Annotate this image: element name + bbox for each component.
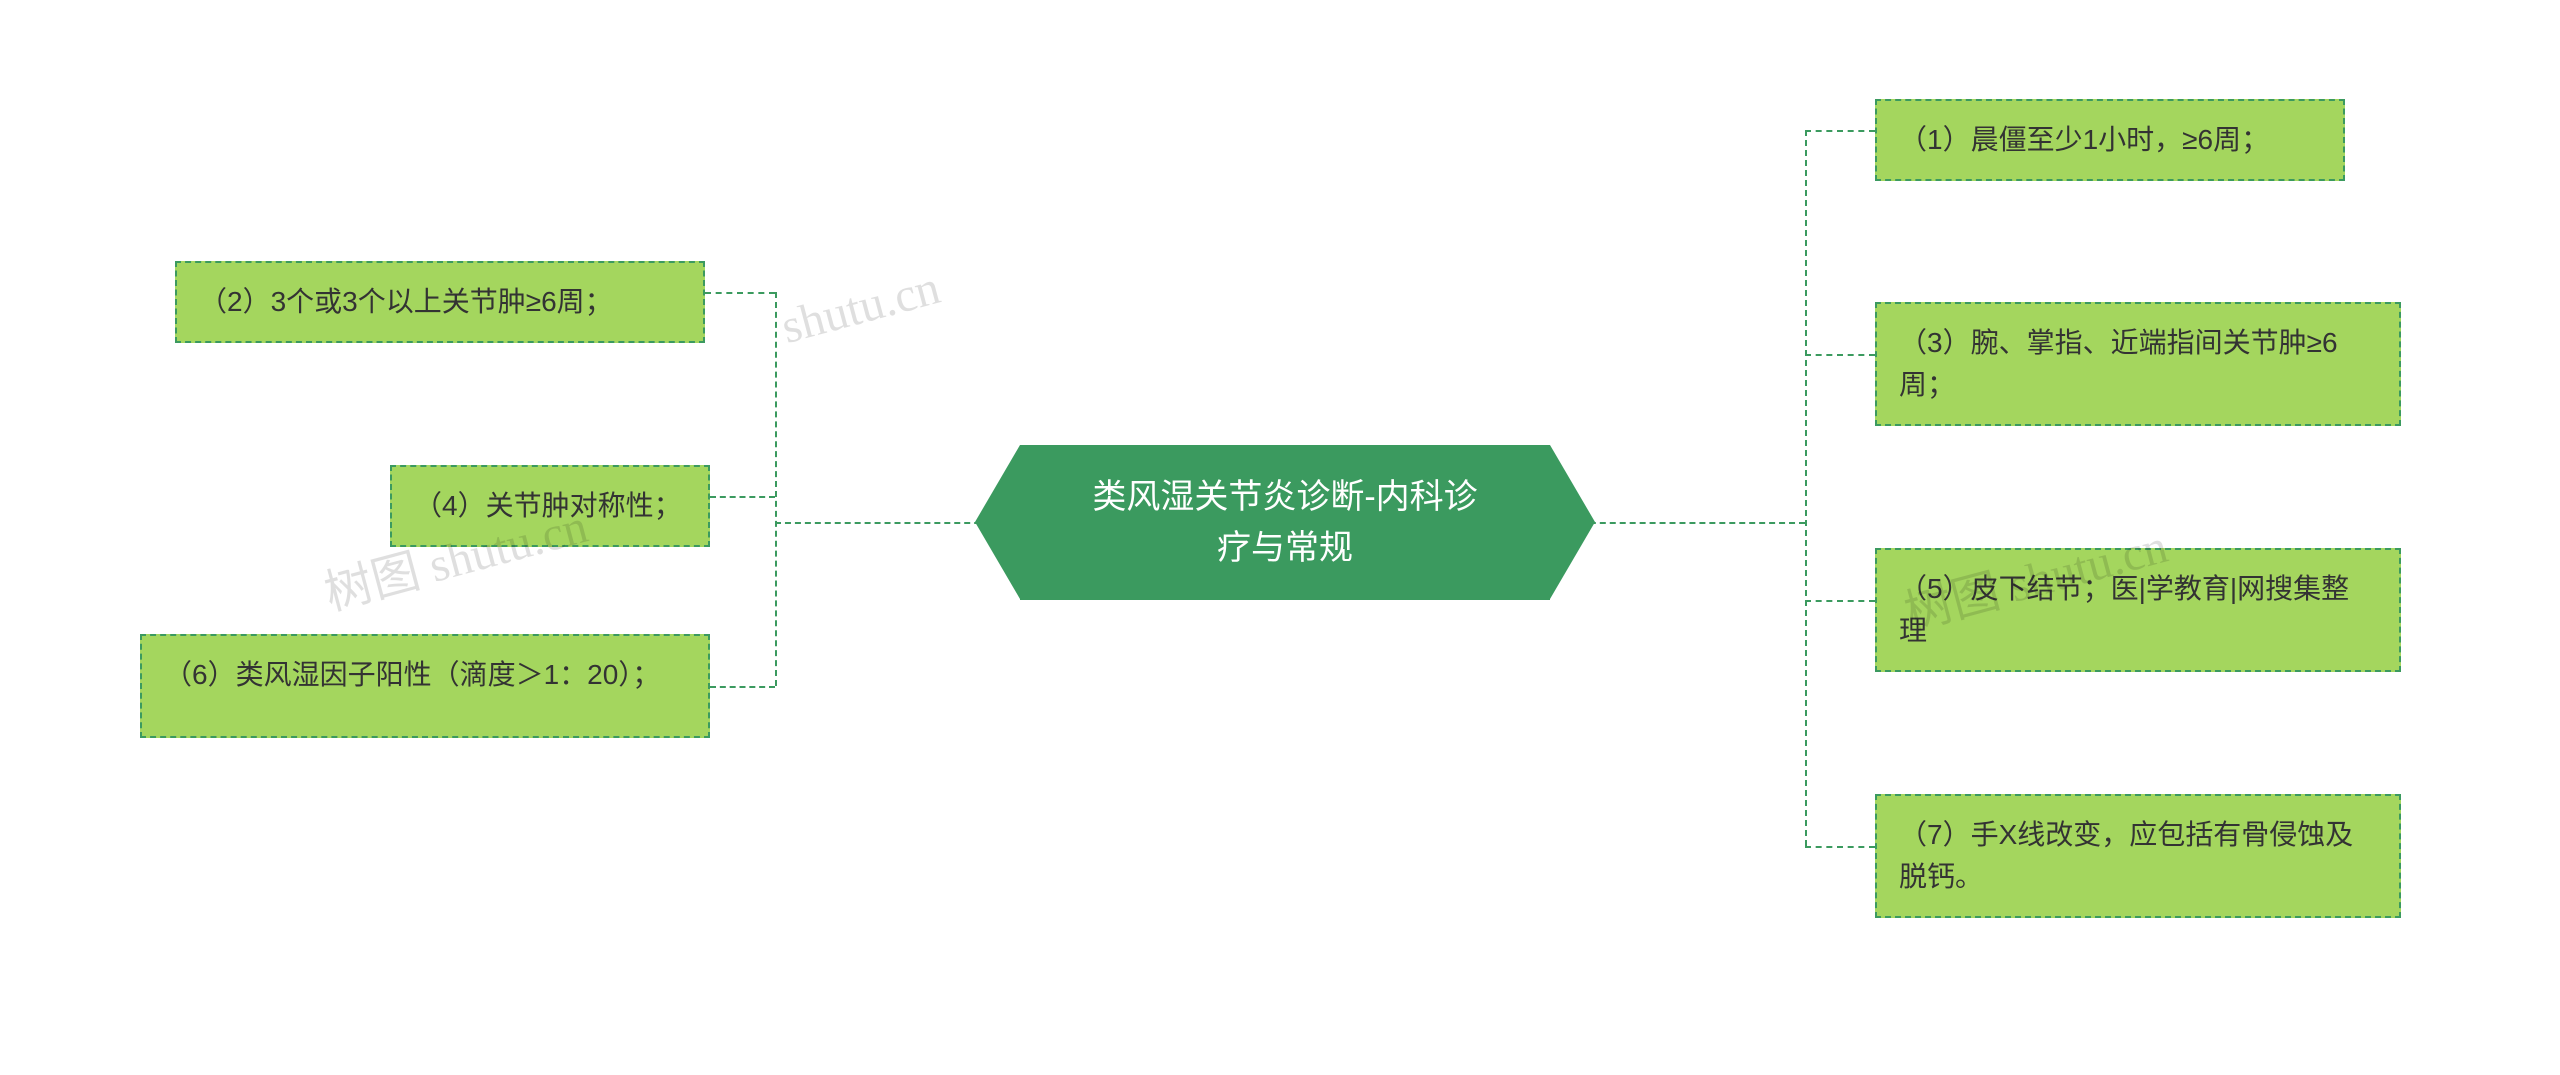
left-trunk-vert [775, 292, 777, 686]
left-label-0: （2）3个或3个以上关节肿≥6周； [199, 286, 613, 317]
right-label-1: （3）腕、掌指、近端指间关节肿≥6周； [1899, 327, 2338, 400]
left-node-0: （2）3个或3个以上关节肿≥6周； [175, 261, 705, 343]
mindmap-canvas: 类风湿关节炎诊断-内科诊疗与常规 （2）3个或3个以上关节肿≥6周； （4）关节… [0, 0, 2560, 1075]
right-branch-0 [1805, 130, 1875, 132]
left-label-1: （4）关节肿对称性； [414, 490, 682, 521]
right-branch-3 [1805, 846, 1875, 848]
left-branch-2 [710, 686, 775, 688]
right-node-1: （3）腕、掌指、近端指间关节肿≥6周； [1875, 302, 2401, 426]
right-node-0: （1）晨僵至少1小时，≥6周； [1875, 99, 2345, 181]
left-branch-1 [710, 496, 775, 498]
right-label-0: （1）晨僵至少1小时，≥6周； [1899, 124, 2269, 155]
right-node-2: （5）皮下结节；医|学教育|网搜集整理 [1875, 548, 2401, 672]
center-node: 类风湿关节炎诊断-内科诊疗与常规 [1020, 445, 1550, 600]
left-label-2: （6）类风湿因子阳性（滴度＞1：20）； [164, 659, 660, 690]
right-label-2: （5）皮下结节；医|学教育|网搜集整理 [1899, 573, 2349, 646]
right-label-3: （7）手X线改变，应包括有骨侵蚀及脱钙。 [1899, 819, 2353, 892]
left-node-1: （4）关节肿对称性； [390, 465, 710, 547]
left-branch-0 [705, 292, 775, 294]
center-left-arrow [975, 445, 1020, 599]
right-branch-2 [1805, 600, 1875, 602]
center-label: 类风湿关节炎诊断-内科诊疗与常规 [1080, 472, 1490, 574]
center-right-arrow [1550, 445, 1595, 599]
right-node-3: （7）手X线改变，应包括有骨侵蚀及脱钙。 [1875, 794, 2401, 918]
watermark-2: shutu.cn [776, 260, 946, 355]
right-trunk-vert [1805, 130, 1807, 846]
left-node-2: （6）类风湿因子阳性（滴度＞1：20）； [140, 634, 710, 738]
right-branch-1 [1805, 354, 1875, 356]
